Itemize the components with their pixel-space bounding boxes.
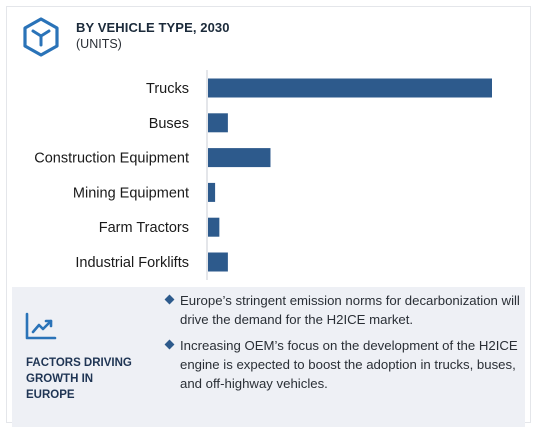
- factor-bullet-text: Europe’s stringent emission norms for de…: [180, 293, 520, 327]
- category-label: Buses: [149, 116, 189, 132]
- diamond-bullet-icon: [164, 339, 175, 350]
- cube-hexagon-icon: [23, 17, 59, 57]
- bar-chart: Trucks Buses Construction Equipment Mining …: [34, 70, 492, 280]
- factors-label: FACTORS DRIVING GROWTH IN EUROPE: [26, 357, 132, 401]
- bar-farm-tractors: [208, 217, 220, 237]
- diamond-bullet-icon: [164, 294, 175, 305]
- factors-bullet-list: Europe’s stringent emission norms for de…: [164, 291, 524, 400]
- chart-title: BY VEHICLE TYPE, 2030: [76, 20, 230, 35]
- factors-panel: FACTORS DRIVING GROWTH IN EUROPE Europe’…: [12, 287, 525, 427]
- category-label: Farm Tractors: [99, 220, 189, 236]
- bar-construction-equipment: [208, 148, 271, 168]
- category-label: Trucks: [146, 81, 189, 97]
- bar-trucks: [208, 78, 492, 98]
- bar-buses: [208, 113, 228, 133]
- category-label: Mining Equipment: [73, 185, 189, 201]
- trend-line-icon: [25, 312, 57, 340]
- category-label: Industrial Forklifts: [75, 255, 189, 271]
- chart-subtitle: (UNITS): [76, 37, 122, 51]
- category-label: Construction Equipment: [34, 151, 189, 167]
- bar-mining-equipment: [208, 182, 216, 202]
- factor-bullet-text: Increasing OEM’s focus on the developmen…: [180, 338, 518, 391]
- factor-bullet: Europe’s stringent emission norms for de…: [164, 291, 524, 329]
- bar-industrial-forklifts: [208, 252, 228, 272]
- factor-bullet: Increasing OEM’s focus on the developmen…: [164, 336, 524, 393]
